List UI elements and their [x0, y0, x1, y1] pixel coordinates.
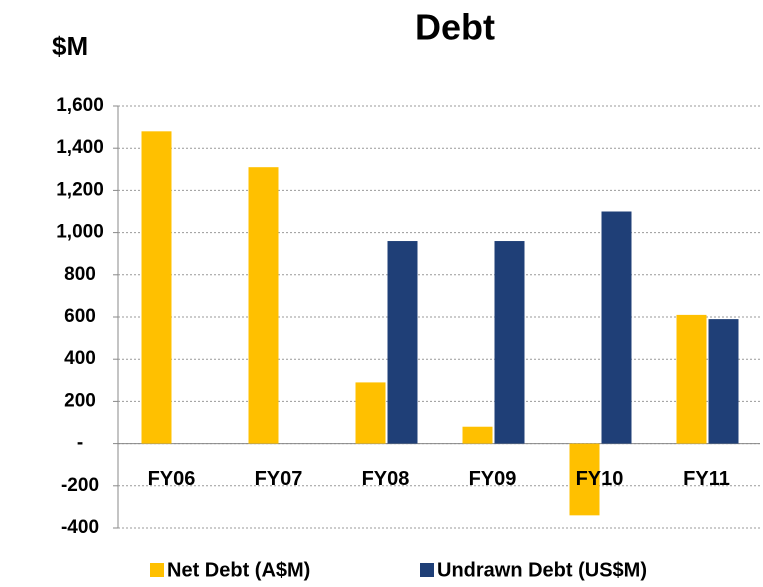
y-tick-label: -400 — [61, 517, 99, 538]
bar — [248, 167, 279, 444]
x-tick-label: FY11 — [683, 468, 730, 490]
y-tick-label: 1,400 — [56, 137, 104, 158]
y-tick-label: 400 — [64, 348, 96, 369]
bar — [355, 382, 386, 444]
legend-label: Undrawn Debt (US$M) — [437, 559, 647, 581]
y-tick-label: 1,600 — [56, 95, 104, 116]
bar — [387, 241, 418, 444]
bar — [676, 314, 707, 444]
y-tick-label: 1,000 — [56, 222, 104, 243]
legend-label: Net Debt (A$M) — [167, 559, 310, 581]
bar — [708, 319, 739, 444]
bar — [569, 443, 600, 516]
x-tick-label: FY08 — [362, 468, 410, 490]
chart-title: Debt — [415, 7, 495, 48]
y-tick-label: 200 — [64, 390, 96, 411]
y-tick-label: 1,200 — [56, 179, 104, 200]
bar — [462, 426, 493, 444]
x-tick-label: FY09 — [469, 468, 517, 490]
x-tick-label: FY10 — [576, 468, 624, 490]
legend-swatch — [150, 563, 164, 577]
y-tick-label: - — [77, 433, 83, 454]
bar — [494, 241, 525, 444]
x-tick-label: FY06 — [148, 468, 196, 490]
bar — [601, 211, 632, 444]
y-tick-label: 800 — [64, 264, 96, 285]
y-axis-label: $M — [52, 31, 88, 61]
bar — [141, 131, 172, 444]
legend-swatch — [420, 563, 434, 577]
y-tick-label: -200 — [61, 475, 99, 496]
y-tick-label: 600 — [64, 306, 96, 327]
x-tick-label: FY07 — [255, 468, 303, 490]
